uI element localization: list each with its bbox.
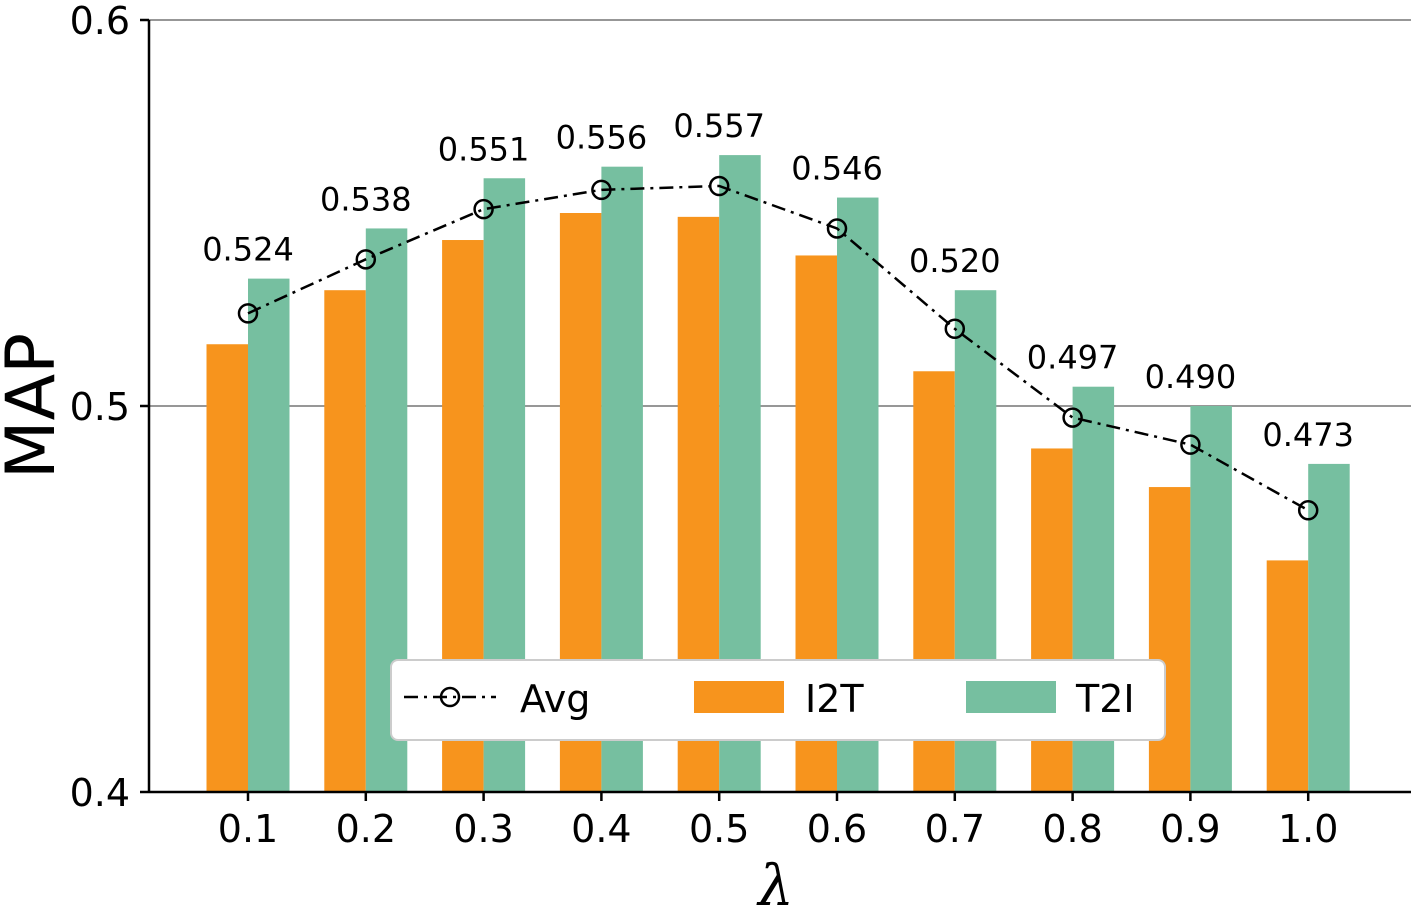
avg-data-label: 0.551: [438, 130, 530, 168]
avg-line: [247, 184, 1309, 512]
avg-data-label: 0.546: [791, 150, 883, 188]
avg-line-series: [237, 175, 1319, 521]
bar-i2t: [1148, 487, 1191, 792]
legend-label-avg: Avg: [520, 677, 590, 721]
legend: Avg I2T T2I: [390, 659, 1166, 741]
avg-data-label: 0.497: [1027, 339, 1119, 377]
avg-data-label: 0.520: [909, 242, 1001, 280]
bar-i2t: [324, 290, 366, 792]
avg-data-label: 0.557: [673, 107, 765, 145]
y-tick-label: 0.4: [70, 771, 130, 815]
avg-point: [355, 249, 377, 270]
x-tick-label: 0.6: [807, 807, 867, 851]
avg-data-label: 0.473: [1262, 416, 1354, 454]
y-axis-title: MAP: [0, 333, 71, 479]
bar-i2t: [1266, 560, 1309, 792]
avg-point: [1297, 499, 1319, 521]
legend-i2t-swatch: [694, 681, 784, 713]
x-tick-label: 0.7: [925, 807, 985, 851]
legend-label-t2i: T2I: [1075, 677, 1135, 721]
avg-point: [944, 318, 966, 340]
bar-t2i: [1190, 406, 1232, 792]
x-tick-label: 0.2: [336, 807, 396, 851]
data-labels: 0.524 0.538 0.551 0.556 0.557 0.546 0.520 0.497…: [202, 107, 1354, 454]
x-tick-label: 0.8: [1042, 807, 1102, 851]
bar-t2i: [248, 278, 290, 792]
y-tick-label: 0.6: [70, 0, 130, 43]
x-tick-label: 0.4: [571, 807, 631, 851]
avg-point: [237, 303, 259, 324]
y-tick-label: 0.5: [70, 385, 130, 429]
avg-data-label: 0.538: [320, 180, 412, 218]
x-tick-label: 0.5: [689, 807, 749, 851]
avg-point: [826, 218, 848, 239]
avg-point: [1180, 434, 1201, 455]
x-tick-label: 0.1: [218, 807, 278, 851]
avg-data-label: 0.524: [202, 231, 294, 269]
avg-point: [591, 179, 612, 201]
legend-label-i2t: I2T: [805, 677, 864, 721]
x-tick-label: 0.9: [1160, 807, 1220, 851]
bar-t2i: [1308, 463, 1350, 792]
avg-point: [1062, 407, 1083, 428]
legend-t2i-swatch: [966, 681, 1056, 713]
legend-avg-marker-icon: [439, 686, 461, 708]
bar-i2t: [206, 344, 248, 792]
x-tick-label: 0.3: [453, 807, 513, 851]
avg-point: [708, 175, 730, 197]
ticks: 0.4 0.5 0.6 0.1 0.2 0.3 0.4 0.5 0.6 0.7 0.8 0.9 1.0: [70, 0, 1339, 851]
avg-data-label: 0.556: [556, 119, 648, 157]
avg-data-label: 0.490: [1145, 358, 1237, 396]
avg-point: [473, 198, 494, 220]
x-axis-title: λ: [756, 854, 794, 919]
x-tick-label: 1.0: [1278, 807, 1338, 851]
